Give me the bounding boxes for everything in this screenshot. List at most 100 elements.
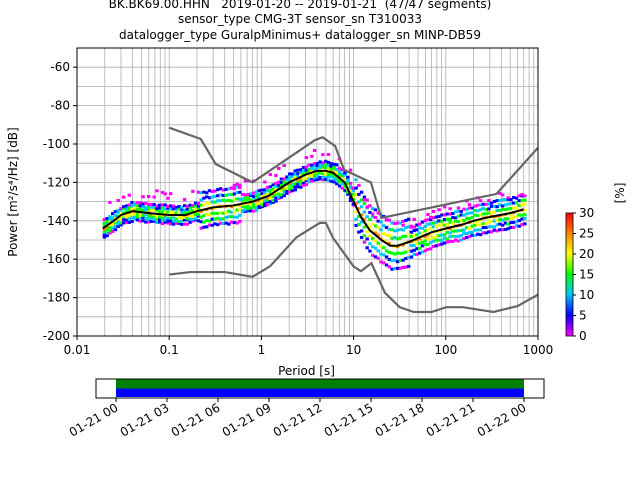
ppsd-cell (514, 201, 519, 205)
ppsd-cell (348, 185, 353, 189)
ppsd-cell (312, 164, 317, 168)
ppsd-cell (495, 209, 499, 213)
ppsd-cell (478, 203, 483, 207)
ppsd-cell (180, 207, 184, 211)
x-tick-label: 1 (258, 343, 266, 357)
ppsd-cell (110, 212, 115, 216)
ppsd-cell (357, 222, 361, 226)
ppsd-cell (210, 189, 214, 193)
ppsd-cell (451, 216, 455, 220)
ppsd-cell (282, 194, 286, 198)
ppsd-cell (196, 201, 201, 205)
ppsd-cell (152, 208, 156, 212)
ppsd-cell (384, 249, 389, 253)
ppsd-cell (503, 208, 508, 212)
ppsd-cell (476, 228, 480, 232)
ppsd-cell (498, 228, 502, 232)
ppsd-cell (174, 211, 179, 215)
ppsd-cell (276, 180, 281, 184)
ppsd-cell (127, 193, 131, 197)
ppsd-cell (304, 178, 309, 182)
ppsd-cell (271, 187, 275, 191)
ppsd-cell (335, 175, 339, 179)
y-tick-label: -120 (43, 175, 70, 189)
ppsd-cell (310, 166, 314, 170)
ppsd-cell (520, 223, 524, 227)
ppsd-cell (252, 196, 256, 200)
ppsd-cell (429, 218, 433, 222)
ppsd-cell (307, 163, 311, 167)
ppsd-cell (185, 217, 190, 221)
ppsd-cell (188, 206, 192, 210)
ppsd-cell (301, 178, 306, 182)
ppsd-cell (235, 221, 239, 225)
ppsd-cell (144, 216, 148, 220)
ppsd-cell (321, 161, 325, 165)
ppsd-cell (426, 237, 430, 241)
ppsd-cell (412, 248, 416, 252)
y-tick-label: -100 (43, 137, 70, 151)
ppsd-cell (362, 240, 367, 244)
ppsd-cell (116, 210, 120, 214)
ppsd-cell (108, 200, 112, 204)
ppsd-cell (146, 195, 151, 199)
ppsd-cell (434, 234, 439, 238)
ppsd-cell (227, 215, 231, 219)
ppsd-cell (379, 244, 383, 248)
ppsd-cell (158, 220, 162, 224)
ppsd-cell (318, 165, 322, 169)
ppsd-cell (346, 192, 350, 196)
ppsd-cell (312, 173, 317, 177)
ppsd-cell (387, 241, 391, 245)
ppsd-cell (395, 237, 400, 241)
y-axis-label: Power [m²/s⁴/Hz] [dB] (6, 127, 20, 256)
ppsd-cell (337, 172, 342, 176)
ppsd-cell (199, 191, 203, 195)
ppsd-cell (451, 239, 455, 243)
ppsd-cell (221, 217, 226, 221)
ppsd-cell (373, 255, 378, 259)
ppsd-cell (296, 174, 300, 178)
ppsd-cell (412, 229, 416, 233)
ppsd-cell (426, 213, 430, 217)
ppsd-cell (235, 197, 239, 201)
ppsd-cell (232, 187, 237, 191)
ppsd-cell (238, 219, 242, 223)
ppsd-cell (246, 196, 250, 200)
ppsd-cell (440, 238, 444, 242)
ppsd-cell (268, 200, 273, 204)
ppsd-cell (138, 216, 143, 220)
ppsd-cell (434, 215, 439, 219)
ppsd-cell (473, 204, 477, 208)
ppsd-cell (293, 182, 297, 186)
ppsd-cell (379, 252, 383, 256)
ppsd-cell (218, 199, 223, 203)
ppsd-cell (509, 206, 513, 210)
ppsd-cell (337, 184, 342, 188)
ppsd-cell (124, 215, 129, 219)
ppsd-cell (113, 221, 118, 225)
ppsd-cell (271, 192, 275, 196)
ppsd-cell (473, 233, 477, 237)
ppsd-cell (265, 198, 270, 202)
ppsd-cell (155, 221, 159, 225)
ppsd-cell (384, 240, 389, 244)
ppsd-cell (492, 199, 497, 203)
ppsd-cell (321, 163, 325, 167)
ppsd-cell (440, 213, 444, 217)
ppsd-cell (456, 229, 461, 233)
ppsd-cell (177, 220, 181, 224)
ppsd-cell (218, 221, 223, 225)
ppsd-cell (401, 265, 405, 269)
ppsd-cell (169, 219, 173, 223)
ppsd-cell (191, 217, 195, 221)
ppsd-cell (382, 224, 386, 228)
ppsd-cell (290, 176, 295, 180)
ppsd-cell (282, 180, 286, 184)
ppsd-cell (495, 199, 499, 203)
ppsd-cell (398, 221, 403, 225)
ppsd-cell (451, 229, 455, 233)
ppsd-cell (205, 225, 209, 229)
ppsd-cell (135, 212, 140, 216)
ppsd-cell (523, 194, 527, 198)
